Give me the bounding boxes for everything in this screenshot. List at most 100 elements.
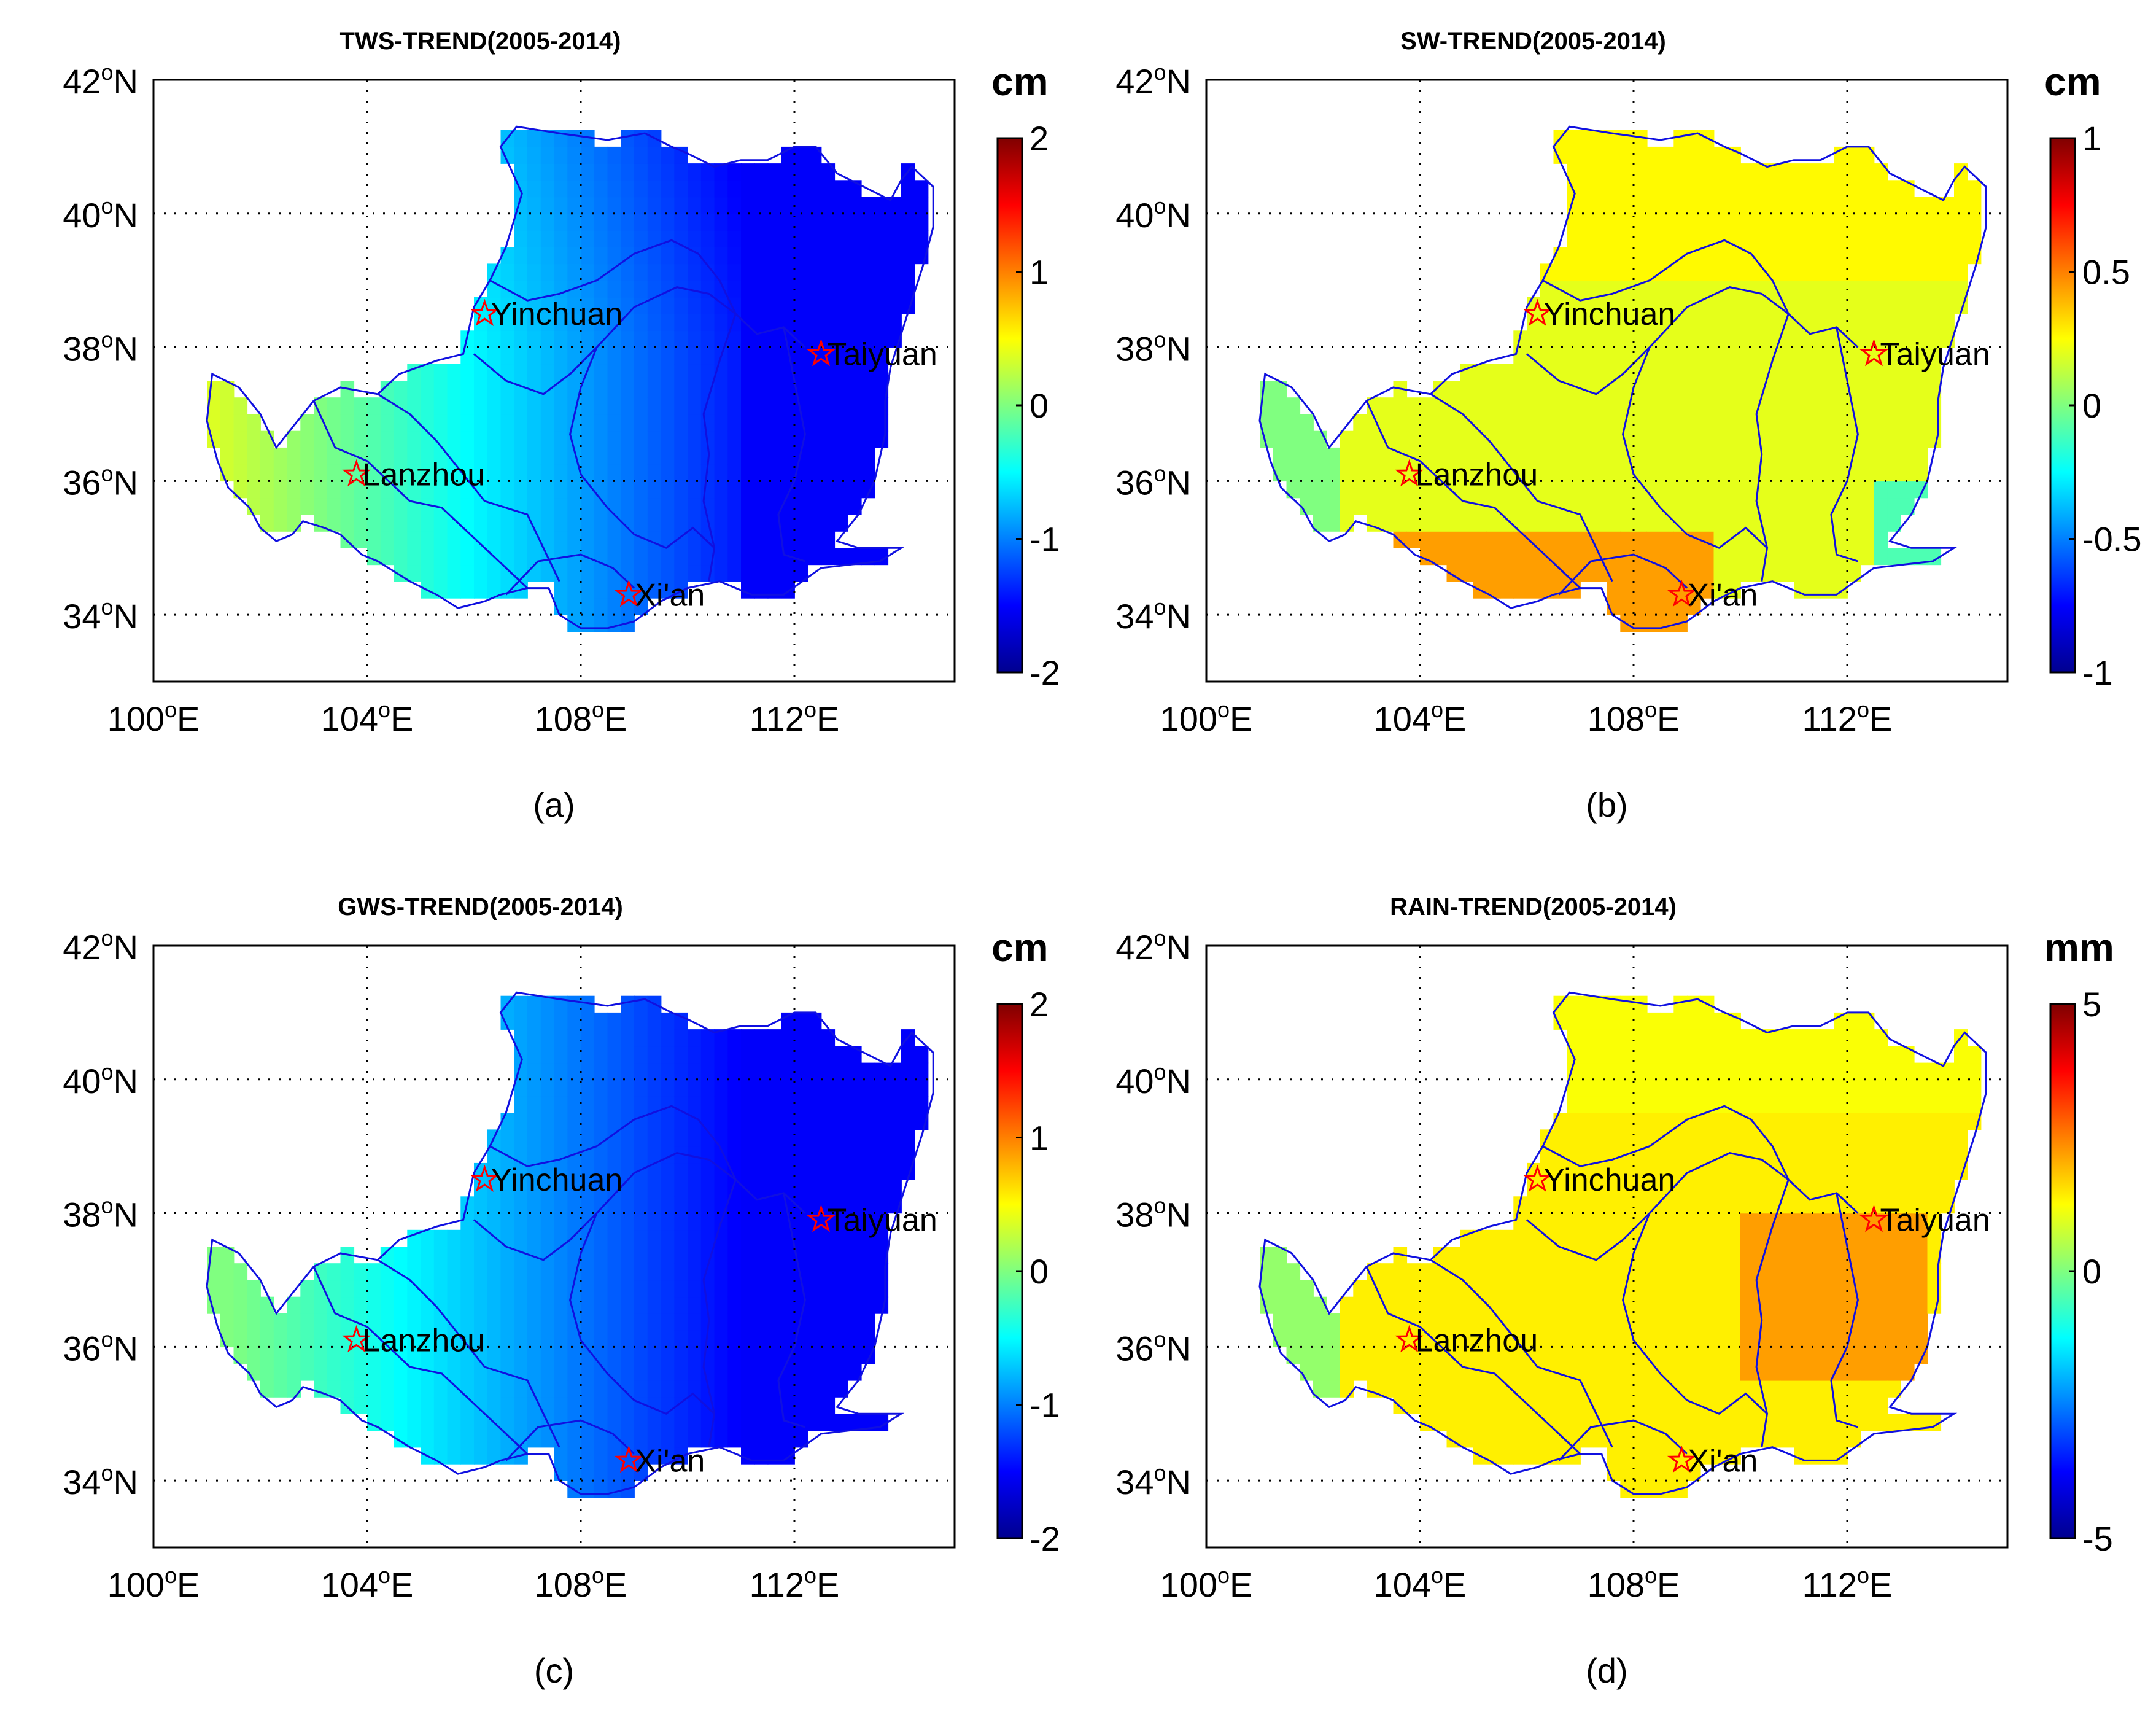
field-cell — [781, 447, 795, 465]
field-cell — [634, 364, 648, 381]
field-cell — [1540, 1280, 1554, 1298]
field-cell — [1874, 414, 1888, 432]
field-cell — [527, 414, 541, 432]
city-label: Lanzhou — [1416, 1323, 1538, 1358]
lat-tick-label: 36oN — [63, 461, 138, 502]
field-cell — [1567, 1296, 1581, 1314]
field-cell — [621, 1046, 635, 1064]
field-cell — [688, 1062, 702, 1080]
field-cell — [567, 1046, 581, 1064]
field-cell — [1460, 381, 1474, 398]
field-cell — [727, 1129, 742, 1147]
field-cell — [1820, 163, 1835, 181]
field-cell — [661, 1046, 675, 1064]
field-cell — [1580, 447, 1594, 465]
field-cell — [1914, 330, 1928, 348]
field-cell — [340, 514, 355, 532]
field-cell — [1540, 1213, 1554, 1231]
field-cell — [807, 297, 822, 314]
field-cell — [1393, 397, 1408, 415]
field-cell — [688, 1162, 702, 1180]
field-cell — [540, 1079, 555, 1097]
field-cell — [1593, 1012, 1608, 1030]
field-cell — [1887, 297, 1901, 314]
field-cell — [500, 330, 515, 348]
field-cell — [1420, 1363, 1434, 1381]
field-cell — [1820, 1146, 1835, 1164]
field-cell — [594, 1481, 608, 1498]
field-cell — [821, 197, 836, 214]
field-cell — [1713, 263, 1728, 281]
field-cell — [1513, 1363, 1527, 1381]
field-cell — [634, 1347, 648, 1364]
field-cell — [807, 180, 822, 198]
field-cell — [1901, 330, 1915, 348]
field-cell — [714, 314, 729, 332]
field-cell — [474, 364, 488, 381]
field-cell — [594, 1347, 608, 1364]
field-cell — [767, 1296, 782, 1314]
field-cell — [1700, 146, 1715, 164]
field-cell — [1834, 1180, 1848, 1197]
field-cell — [607, 1363, 622, 1381]
field-cell — [1660, 146, 1675, 164]
field-cell — [874, 381, 889, 398]
field-cell — [861, 1162, 875, 1180]
field-cell — [594, 1029, 608, 1047]
field-cell — [1794, 464, 1808, 482]
field-cell — [714, 280, 729, 298]
field-cell — [1607, 1313, 1621, 1331]
field-cell — [647, 397, 662, 415]
field-cell — [567, 531, 581, 548]
field-cell — [767, 1046, 782, 1064]
field-cell — [1420, 414, 1434, 432]
field-cell — [1820, 1363, 1835, 1381]
field-cell — [848, 347, 862, 365]
field-cell — [621, 1029, 635, 1047]
field-cell — [1700, 314, 1715, 332]
field-cell — [460, 1263, 475, 1281]
field-cell — [1634, 1096, 1648, 1113]
field-cell — [354, 464, 368, 482]
field-cell — [1673, 364, 1688, 381]
field-cell — [1673, 497, 1688, 515]
field-cell — [1914, 1414, 1928, 1431]
field-cell — [1794, 1430, 1808, 1448]
field-cell — [1646, 430, 1661, 448]
field-cell — [1901, 381, 1915, 398]
field-cell — [540, 347, 555, 365]
field-cell — [1713, 430, 1728, 448]
field-cell — [1954, 197, 1968, 214]
field-cell — [621, 497, 635, 515]
field-cell — [621, 297, 635, 314]
field-cell — [407, 1263, 421, 1281]
field-cell — [581, 995, 595, 1013]
field-cell — [1794, 1263, 1808, 1281]
field-cell — [1820, 1330, 1835, 1348]
field-cell — [1927, 1213, 1942, 1231]
field-cell — [1874, 280, 1888, 298]
field-cell — [1713, 447, 1728, 465]
field-cell — [1620, 263, 1634, 281]
field-cell — [688, 1229, 702, 1247]
field-cell — [1780, 447, 1794, 465]
field-cell — [1379, 1313, 1394, 1331]
field-cell — [594, 297, 608, 314]
field-cell — [594, 163, 608, 181]
field-cell — [1580, 414, 1594, 432]
field-cell — [754, 464, 769, 482]
field-cell — [447, 1296, 462, 1314]
field-cell — [1713, 1229, 1728, 1247]
field-cell — [460, 514, 475, 532]
colorbar-tick-label: 0 — [2082, 386, 2101, 425]
field-cell — [861, 230, 875, 247]
field-cell — [233, 1280, 248, 1298]
field-cell — [1847, 1062, 1861, 1080]
field-cell — [474, 1347, 488, 1364]
field-cell — [1486, 1347, 1501, 1364]
field-cell — [607, 297, 622, 314]
field-cell — [540, 430, 555, 448]
field-cell — [1687, 1296, 1701, 1314]
field-cell — [1340, 430, 1354, 448]
field-cell — [500, 1263, 515, 1281]
